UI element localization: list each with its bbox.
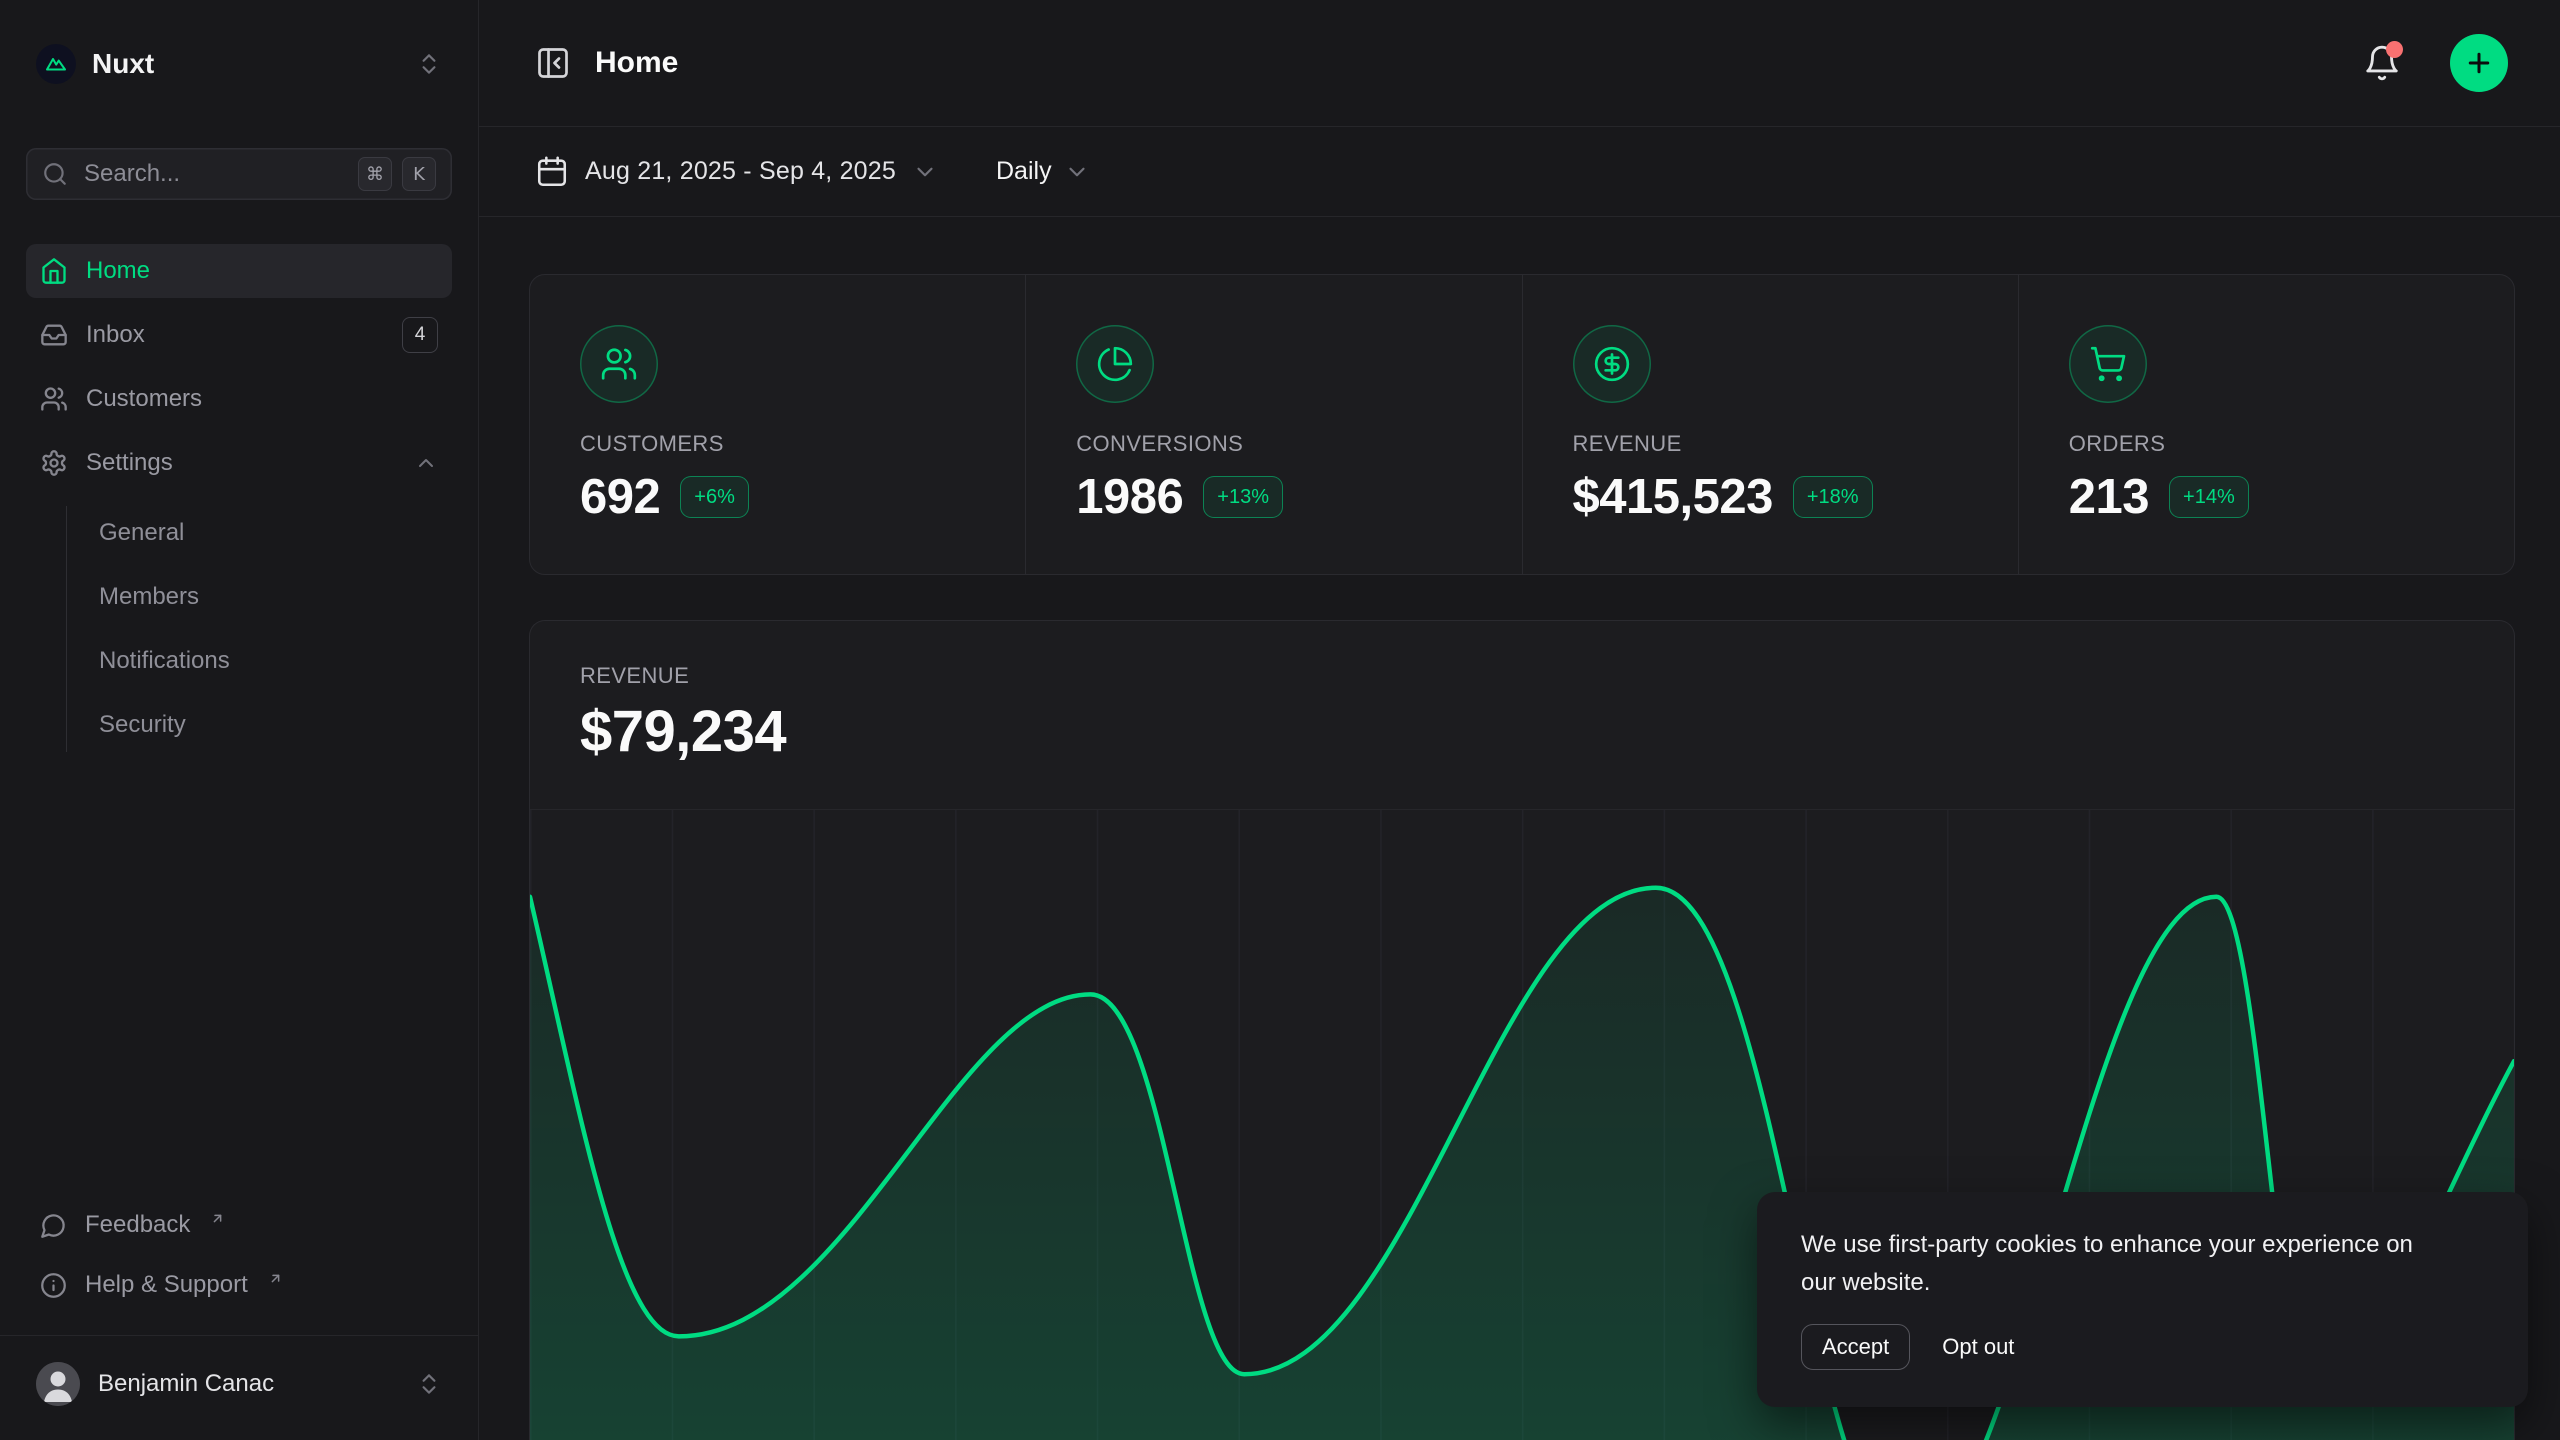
stat-value: 1986: [1076, 470, 1184, 524]
chevron-up-icon: [414, 451, 438, 475]
dollar-circle-icon: [1572, 325, 1651, 403]
external-link-icon: [210, 1211, 225, 1226]
filters-toolbar: Aug 21, 2025 - Sep 4, 2025 Daily: [479, 127, 2560, 217]
revenue-chart-svg: [530, 885, 2514, 1440]
chevrons-up-down-icon: [416, 51, 442, 77]
sidebar-item-label: Settings: [86, 449, 173, 476]
footer-item-label: Help & Support: [85, 1271, 248, 1298]
nuxt-logo-icon: [36, 44, 76, 84]
chevron-down-icon: [1064, 159, 1090, 185]
granularity-value: Daily: [996, 157, 1052, 185]
users-icon: [580, 325, 658, 403]
calendar-icon: [535, 155, 569, 189]
sidebar-item-settings[interactable]: Settings: [26, 436, 452, 490]
main-area: Home Aug 21, 2025 - Sep 4, 2025 Daily: [479, 0, 2560, 1440]
user-menu[interactable]: Benjamin Canac: [26, 1348, 452, 1420]
avatar: [36, 1362, 80, 1406]
help-support-link[interactable]: Help & Support: [26, 1259, 452, 1311]
sidebar-item-inbox[interactable]: Inbox 4: [26, 308, 452, 362]
subnav-label: Notifications: [99, 647, 230, 674]
shopping-cart-icon: [2068, 325, 2147, 403]
date-range-value: Aug 21, 2025 - Sep 4, 2025: [585, 157, 896, 185]
pie-chart-icon: [1076, 325, 1155, 403]
inbox-icon: [40, 321, 68, 349]
subnav-label: Security: [99, 711, 186, 738]
info-circle-icon: [40, 1272, 67, 1299]
chevron-down-icon: [912, 159, 938, 185]
add-button[interactable]: [2450, 34, 2508, 92]
sidebar-nav: Home Inbox 4 Customers Settings Ge: [26, 244, 452, 752]
notification-dot: [2386, 41, 2403, 58]
cookie-actions: Accept Opt out: [1801, 1324, 2484, 1370]
revenue-chart-header: REVENUE $79,234: [530, 621, 2514, 763]
stat-value: $415,523: [1572, 470, 1774, 524]
stat-label: ORDERS: [2068, 431, 2166, 456]
home-icon: [40, 257, 68, 285]
stat-label: CONVERSIONS: [1076, 431, 1244, 456]
settings-subnav: General Members Notifications Security: [66, 506, 452, 752]
user-name: Benjamin Canac: [98, 1370, 275, 1397]
external-link-icon: [268, 1271, 283, 1286]
revenue-chart-value: $79,234: [580, 699, 787, 764]
sidebar-spacer: [26, 752, 452, 1199]
date-range-picker[interactable]: Aug 21, 2025 - Sep 4, 2025: [535, 155, 938, 189]
dashboard-content: CUSTOMERS 692 +6% CONVERSIONS 1986 +13%: [479, 217, 2560, 1440]
sidebar-footer: Feedback Help & Support: [26, 1199, 452, 1311]
granularity-select[interactable]: Daily: [996, 157, 1090, 186]
chevrons-up-down-icon: [416, 1371, 442, 1397]
sidebar-item-label: Inbox: [86, 321, 145, 348]
stats-panel: CUSTOMERS 692 +6% CONVERSIONS 1986 +13%: [529, 274, 2515, 575]
sidebar-item-notifications[interactable]: Notifications: [99, 634, 452, 688]
page-title: Home: [595, 46, 679, 79]
revenue-chart-panel: REVENUE $79,234: [529, 620, 2515, 1440]
sidebar: Nuxt Search... ⌘ K Home Inbox 4: [0, 0, 479, 1440]
stat-customers: CUSTOMERS 692 +6%: [530, 275, 1025, 574]
stat-orders: ORDERS 213 +14%: [2017, 275, 2514, 574]
sidebar-item-home[interactable]: Home: [26, 244, 452, 298]
revenue-chart-label: REVENUE: [580, 663, 690, 688]
search-icon: [42, 161, 68, 187]
chart-area-fill: [530, 887, 2514, 1440]
sidebar-item-general[interactable]: General: [99, 506, 452, 560]
opt-out-button[interactable]: Opt out: [1942, 1334, 2015, 1359]
subnav-label: General: [99, 519, 185, 546]
cookie-banner: We use first-party cookies to enhance yo…: [1757, 1192, 2528, 1407]
message-bubble-icon: [40, 1212, 67, 1239]
cookie-message: We use first-party cookies to enhance yo…: [1801, 1231, 2413, 1296]
search-input[interactable]: Search... ⌘ K: [26, 148, 452, 200]
users-icon: [40, 385, 68, 413]
feedback-link[interactable]: Feedback: [26, 1199, 452, 1251]
search-placeholder: Search...: [84, 160, 181, 187]
sidebar-item-label: Customers: [86, 385, 203, 412]
kbd-cmd: ⌘: [358, 157, 392, 191]
inbox-count-badge: 4: [402, 317, 438, 353]
stat-delta-badge: +14%: [2169, 476, 2249, 518]
sidebar-item-customers[interactable]: Customers: [26, 372, 452, 426]
subnav-label: Members: [99, 583, 200, 610]
gear-icon: [40, 449, 68, 477]
stat-value: 692: [580, 470, 661, 524]
sidebar-item-label: Home: [86, 257, 151, 284]
sidebar-divider: [0, 1335, 478, 1336]
sidebar-collapse-button[interactable]: [535, 45, 571, 81]
brand-name: Nuxt: [92, 48, 155, 79]
stat-conversions: CONVERSIONS 1986 +13%: [1025, 275, 1521, 574]
footer-item-label: Feedback: [85, 1211, 191, 1238]
accept-button[interactable]: Accept: [1801, 1324, 1911, 1370]
stat-delta-badge: +18%: [1792, 476, 1873, 518]
stat-delta-badge: +6%: [680, 476, 749, 518]
stat-revenue: REVENUE $415,523 +18%: [1521, 275, 2018, 574]
page-header: Home: [479, 0, 2560, 127]
stat-label: CUSTOMERS: [580, 431, 724, 456]
stat-delta-badge: +13%: [1203, 476, 1283, 518]
kbd-k: K: [402, 157, 436, 191]
team-switcher[interactable]: Nuxt: [26, 42, 452, 86]
sidebar-item-security[interactable]: Security: [99, 698, 452, 752]
notifications-button[interactable]: [2360, 41, 2404, 85]
chart-line: [530, 885, 2514, 1440]
sidebar-item-members[interactable]: Members: [99, 570, 452, 624]
stat-value: 213: [2068, 470, 2150, 524]
stat-label: REVENUE: [1572, 431, 1682, 456]
